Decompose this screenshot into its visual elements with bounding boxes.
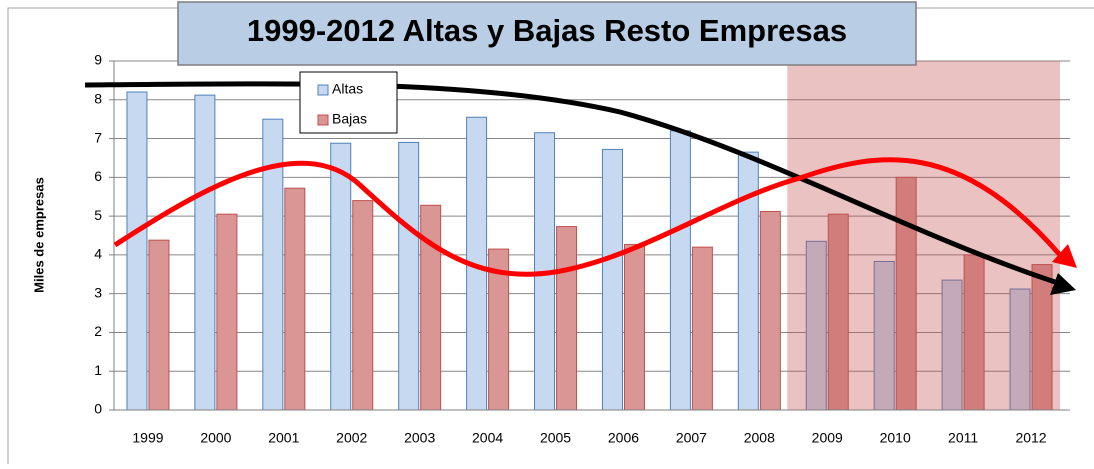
bars (126, 91, 1053, 411)
y-tick-label: 0 (94, 401, 102, 417)
bar (623, 243, 645, 411)
bar (669, 130, 691, 411)
x-tick-label: 1999 (132, 430, 163, 446)
x-tick-label: 2007 (676, 430, 707, 446)
trend-arrow-red (113, 157, 1062, 277)
x-tick-label: 2004 (472, 430, 503, 446)
x-tick-label: 2012 (1015, 430, 1046, 446)
bar (691, 246, 713, 411)
bar (759, 210, 781, 411)
y-axis-label: Miles de empresas (31, 177, 46, 293)
y-tick-label: 3 (94, 284, 102, 300)
legend-swatch (317, 84, 329, 96)
x-tick-label: 2008 (744, 430, 775, 446)
legend-entries: Altas Bajas (317, 81, 367, 127)
trend-arrow-black (84, 81, 1056, 285)
bar (126, 91, 148, 411)
title-box (177, 1, 917, 66)
legend (299, 71, 398, 134)
y-tick-label: 2 (94, 323, 102, 339)
bar (601, 148, 623, 411)
bar (216, 213, 238, 411)
arrow-head (1052, 244, 1077, 268)
bar (284, 187, 306, 411)
bar (352, 200, 374, 411)
chart-title: 1999-2012 Altas y Bajas Resto Empresas (247, 13, 847, 48)
y-tick-label: 6 (94, 168, 102, 184)
bar (398, 141, 420, 411)
x-tick-label: 2009 (812, 430, 843, 446)
y-tick-label: 1 (94, 362, 102, 378)
bar (194, 94, 216, 411)
y-tick-label: 7 (94, 129, 102, 145)
legend-label: Bajas (332, 111, 367, 127)
x-tick-label: 2005 (540, 430, 571, 446)
x-tick-label: 2002 (336, 430, 367, 446)
legend-label: Altas (332, 81, 363, 97)
x-tick-label: 2000 (200, 430, 231, 446)
x-tick-label: 2011 (948, 430, 978, 446)
x-tick-label: 2003 (404, 430, 435, 446)
bar (556, 226, 578, 411)
x-tick-label: 2006 (608, 430, 639, 446)
y-tick-label: 4 (94, 246, 102, 262)
y-tick-label: 5 (94, 207, 102, 223)
arrow-head (1050, 273, 1076, 295)
x-tick-label: 2001 (268, 430, 299, 446)
legend-swatch (317, 114, 329, 126)
x-tick-label: 2010 (880, 430, 911, 446)
bar (330, 142, 352, 411)
bar (148, 239, 170, 411)
y-tick-label: 9 (94, 52, 102, 68)
highlight-region (787, 61, 1060, 410)
y-tick-label: 8 (94, 90, 102, 106)
